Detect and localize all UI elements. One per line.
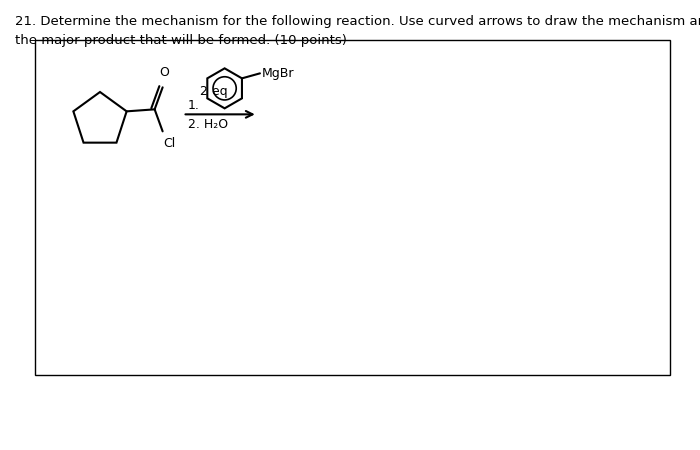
Text: 1.: 1. [188, 99, 200, 112]
Text: Cl: Cl [164, 137, 176, 150]
Text: 2 eq: 2 eq [199, 86, 228, 99]
Text: 21. Determine the mechanism for the following reaction. Use curved arrows to dra: 21. Determine the mechanism for the foll… [15, 15, 700, 47]
Text: O: O [160, 66, 169, 79]
Text: MgBr: MgBr [262, 67, 295, 80]
Bar [35, 40, 670, 375]
Text: 2. H₂O: 2. H₂O [188, 118, 228, 131]
